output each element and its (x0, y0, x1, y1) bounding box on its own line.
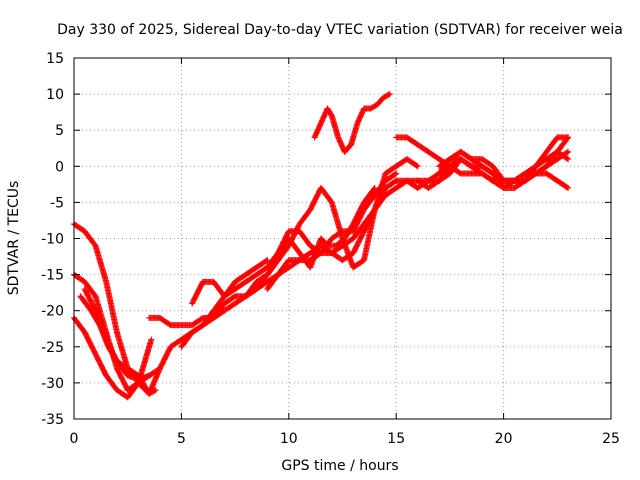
data-point (565, 184, 572, 191)
data-point (565, 134, 572, 141)
chart-title: Day 330 of 2025, Sidereal Day-to-day VTE… (57, 22, 623, 38)
y-tick-label: -25 (41, 340, 64, 356)
x-tick-label: 5 (177, 431, 186, 447)
x-tick-label: 20 (495, 431, 513, 447)
x-tick-label: 25 (602, 431, 620, 447)
y-tick-label: -15 (41, 268, 64, 284)
data-point (371, 184, 378, 191)
y-tick-label: -10 (41, 232, 64, 248)
data-point (565, 148, 572, 155)
y-tick-label: 0 (55, 159, 64, 175)
axis-ticks (73, 57, 612, 420)
data-point (392, 171, 399, 178)
data-series-11 (189, 257, 271, 307)
tick-labels: 0 5 10 15 20 25 -35 -30 -25 -20 -15 -10 -5 0 5 10 15 (41, 51, 620, 447)
data-series-7 (178, 184, 378, 350)
data-series-6 (146, 170, 400, 329)
x-tick-label: 15 (387, 431, 405, 447)
y-tick-label: -5 (50, 195, 64, 211)
y-tick-label: 15 (46, 51, 64, 67)
x-tick-label: 0 (70, 431, 79, 447)
data-point (563, 155, 570, 162)
data-point (263, 257, 270, 264)
data-point (148, 336, 155, 343)
y-tick-label: -30 (41, 376, 64, 392)
data-point (414, 163, 421, 170)
data-series-12 (311, 91, 393, 155)
data-point (413, 162, 420, 169)
data-point (370, 186, 377, 193)
data-point (563, 149, 570, 156)
data-point (385, 91, 392, 98)
y-tick-label: 5 (55, 123, 64, 139)
data-point (393, 170, 400, 177)
data-series-16 (436, 148, 572, 184)
data-point (563, 184, 570, 191)
data-point (264, 257, 271, 264)
y-tick-label: -20 (41, 304, 64, 320)
data-point (151, 387, 158, 394)
data-marks (71, 91, 572, 401)
data-point (155, 366, 162, 373)
data-point (146, 372, 153, 379)
y-tick-label: -35 (41, 412, 64, 428)
data-series-5 (77, 293, 159, 397)
y-axis-title: SDTVAR / TECUs (6, 181, 22, 296)
data-point (386, 91, 393, 98)
data-point (152, 387, 159, 394)
y-tick-label: 10 (46, 87, 64, 103)
data-series-17 (457, 148, 572, 184)
x-tick-label: 10 (280, 431, 298, 447)
data-point (156, 365, 163, 372)
data-point (565, 156, 572, 163)
x-axis-title: GPS time / hours (281, 458, 398, 474)
